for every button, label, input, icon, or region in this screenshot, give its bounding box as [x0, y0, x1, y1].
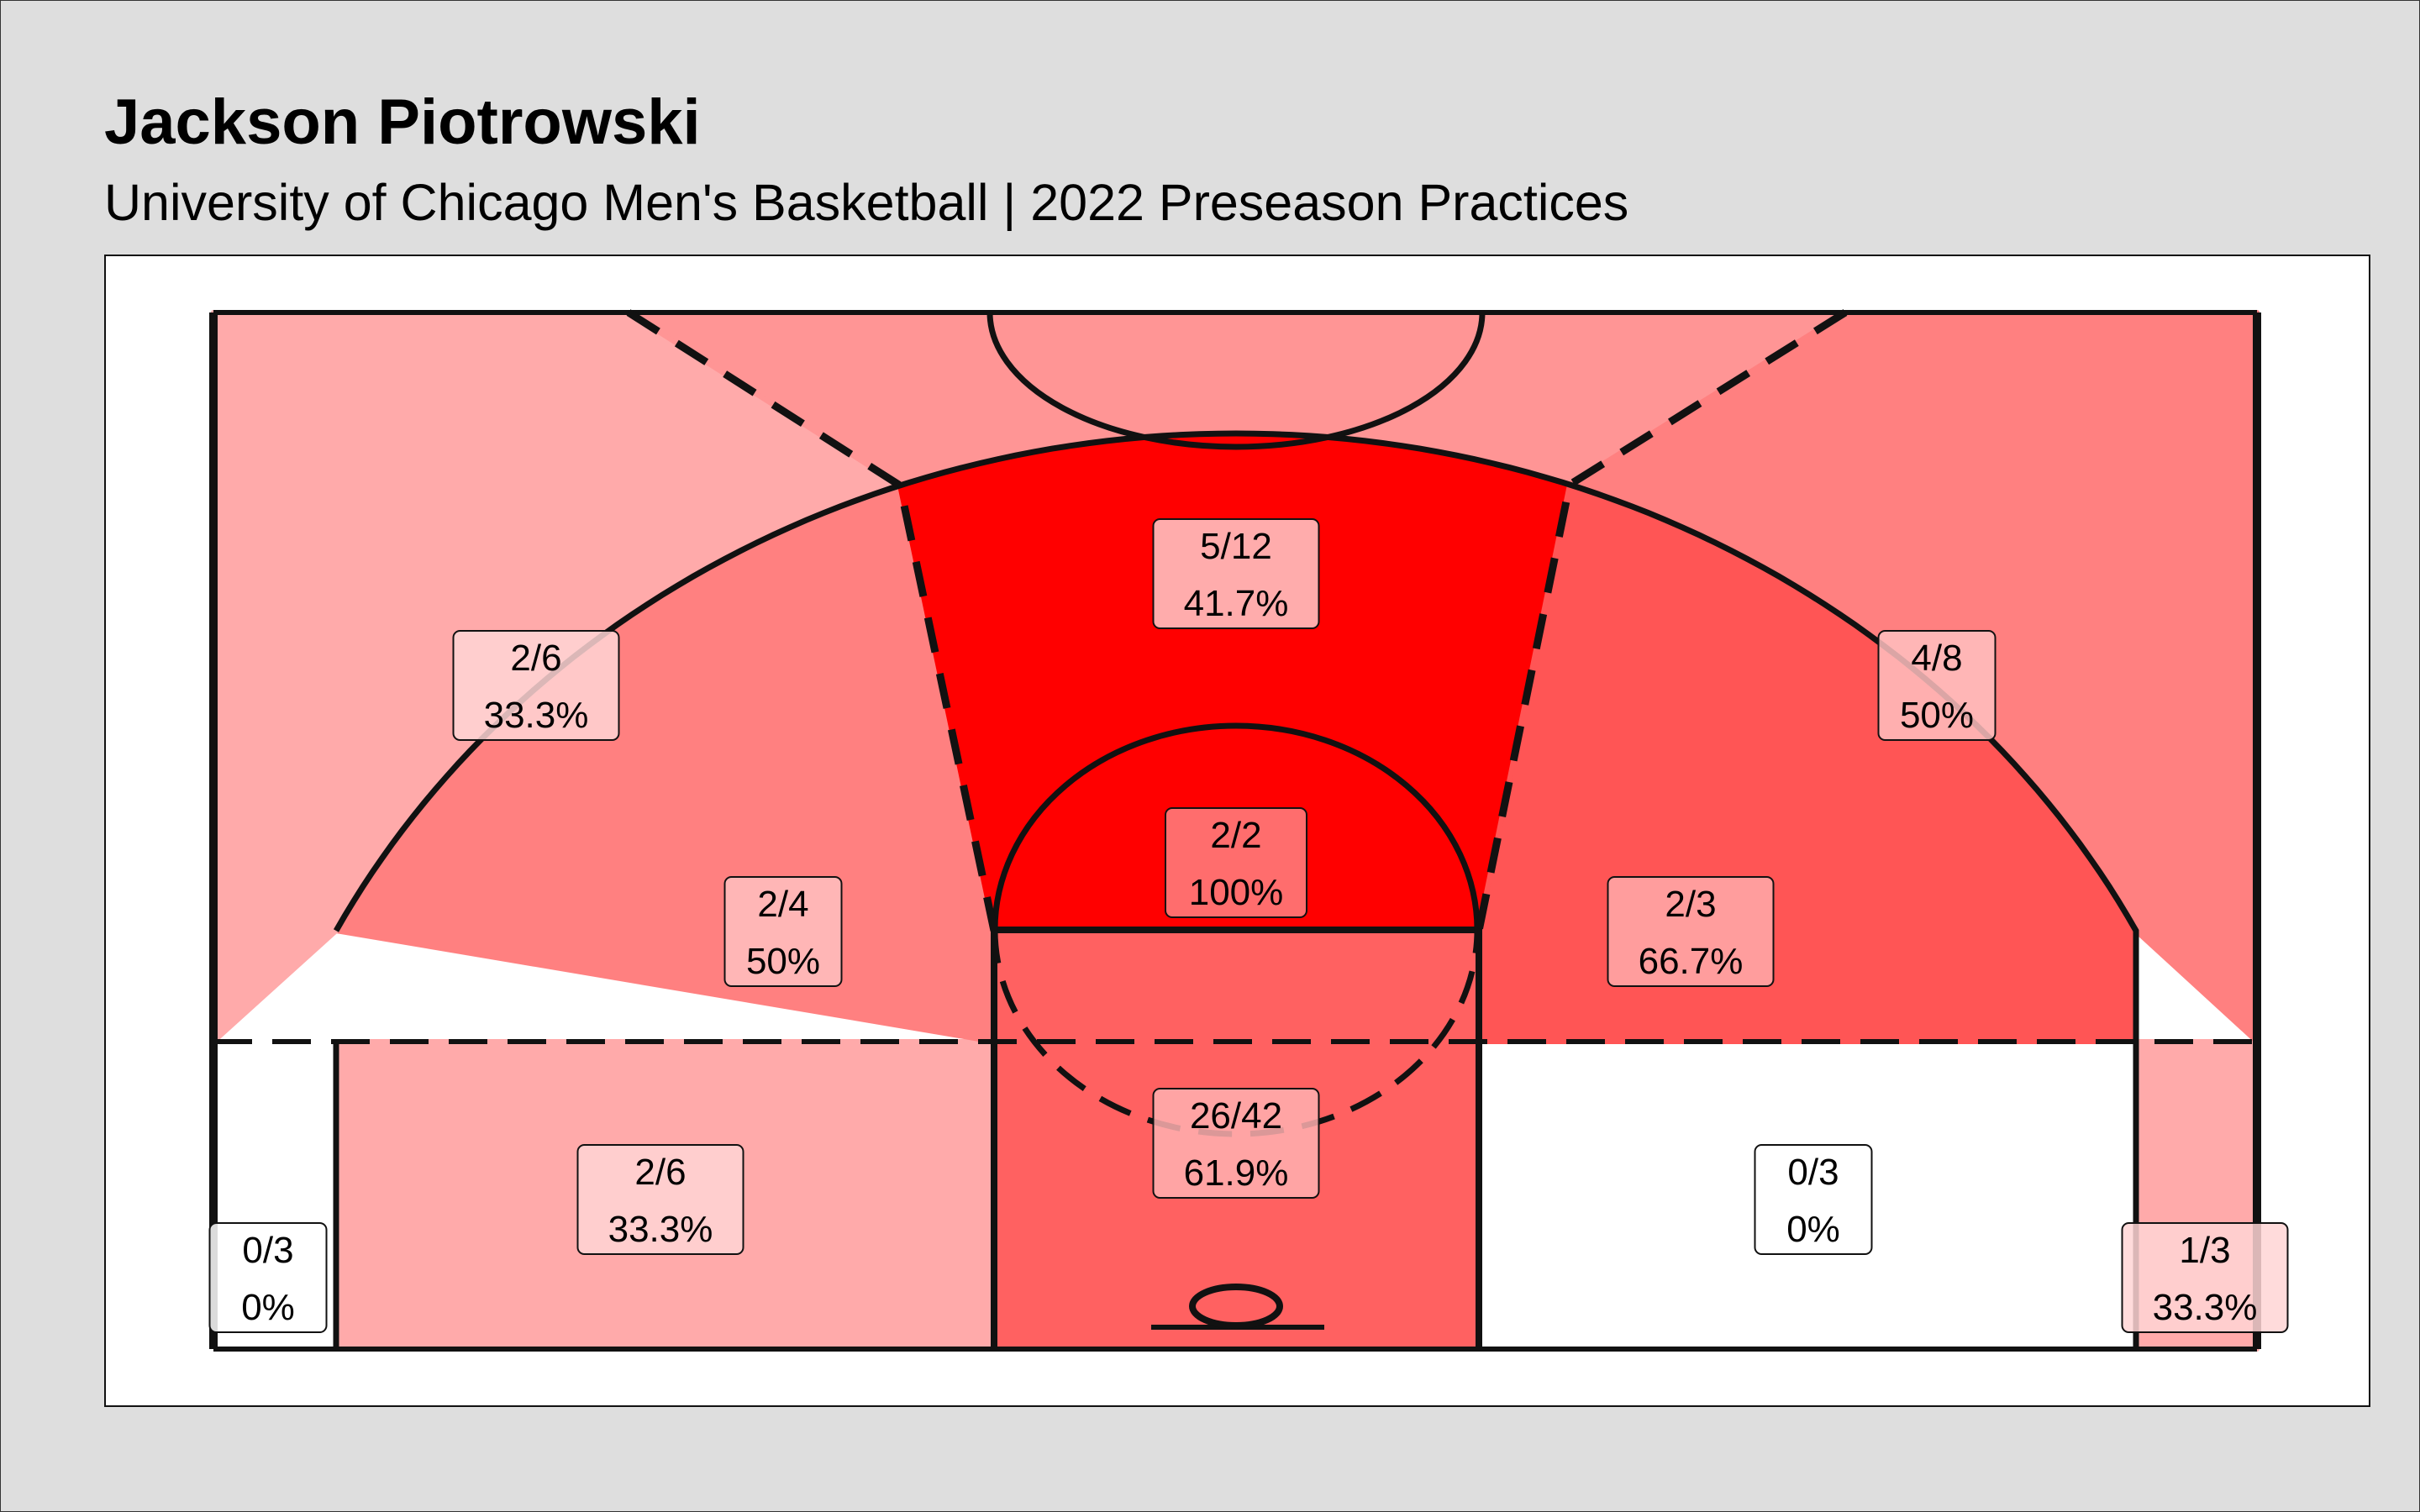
zone-label-box [452, 630, 620, 741]
zone-label-right-baseline-midrange: 0/30% [1754, 1144, 1873, 1255]
zone-percentage: 0% [1786, 1209, 1840, 1250]
zone-label-left-corner-three: 0/30% [208, 1222, 328, 1333]
free-throw-circle-top [992, 722, 1481, 931]
zone-label-top-of-key-midrange: 2/2 100% [1165, 807, 1307, 918]
zone-percentage: 33.3% [2153, 1287, 2258, 1328]
rim [1189, 1284, 1283, 1329]
zone-percentage: 33.3% [608, 1209, 713, 1250]
zone-made-attempted: 2/3 [1665, 884, 1716, 925]
zone-label-box [2121, 1222, 2289, 1333]
zone-made-attempted: 2/2 [1210, 815, 1261, 856]
zone-percentage: 41.7% [1184, 583, 1289, 624]
lane-lines [991, 927, 1482, 1349]
zone-percentage: 0% [241, 1287, 295, 1328]
zone-label-left-wing-three: 2/6 33.3% [452, 630, 620, 741]
zone-label-box [1754, 1144, 1873, 1255]
chart-subtitle: University of Chicago Men's Basketball |… [104, 174, 1629, 231]
zone-label-box [1152, 1088, 1320, 1199]
zone-percentage: 50% [746, 941, 820, 982]
zone-made-attempted: 2/6 [634, 1152, 686, 1193]
zone-label-left-wing-midrange: 2/450% [723, 876, 843, 987]
right-zone-divider [1475, 309, 1848, 932]
zone-made-attempted: 5/12 [1200, 526, 1272, 567]
zone-label-top-three: 5/12 41.7% [1152, 518, 1320, 629]
zone-made-attempted: 0/3 [242, 1230, 293, 1271]
free-throw-circle-bottom [992, 929, 1481, 1137]
zone-label-box [723, 876, 843, 987]
zone-label-paint: 26/42 61.9% [1152, 1088, 1320, 1199]
zone-percentage: 50% [1900, 695, 1974, 736]
center-circle [986, 312, 1486, 450]
chart-title: Jackson Piotrowski [104, 87, 701, 158]
zone-percentage: 61.9% [1184, 1152, 1289, 1194]
zone-made-attempted: 2/4 [757, 884, 808, 925]
zone-label-box [576, 1144, 744, 1255]
zone-label-box [1152, 518, 1320, 629]
zone-label-right-corner-three: 1/3 33.3% [2121, 1222, 2289, 1333]
zone-made-attempted: 4/8 [1911, 638, 1962, 679]
zone-label-right-wing-three: 4/850% [1877, 630, 1996, 741]
zone-label-left-baseline-midrange: 2/6 33.3% [576, 1144, 744, 1255]
zone-made-attempted: 2/6 [510, 638, 561, 679]
zone-label-right-wing-midrange: 2/3 66.7% [1607, 876, 1775, 987]
zone-label-box [1877, 630, 1996, 741]
zone-made-attempted: 1/3 [2179, 1230, 2230, 1271]
zone-label-box [1607, 876, 1775, 987]
zone-label-box [208, 1222, 328, 1333]
zone-made-attempted: 26/42 [1190, 1095, 1282, 1137]
zone-made-attempted: 0/3 [1787, 1152, 1839, 1193]
zone-label-box [1165, 807, 1307, 918]
zone-percentage: 33.3% [484, 695, 589, 736]
zone-percentage: 100% [1189, 872, 1284, 913]
zone-percentage: 66.7% [1639, 941, 1744, 982]
